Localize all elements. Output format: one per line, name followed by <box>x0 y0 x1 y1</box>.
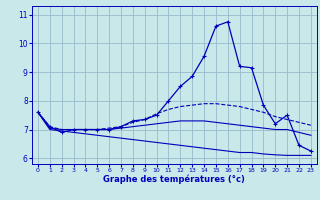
X-axis label: Graphe des températures (°c): Graphe des températures (°c) <box>103 175 245 184</box>
